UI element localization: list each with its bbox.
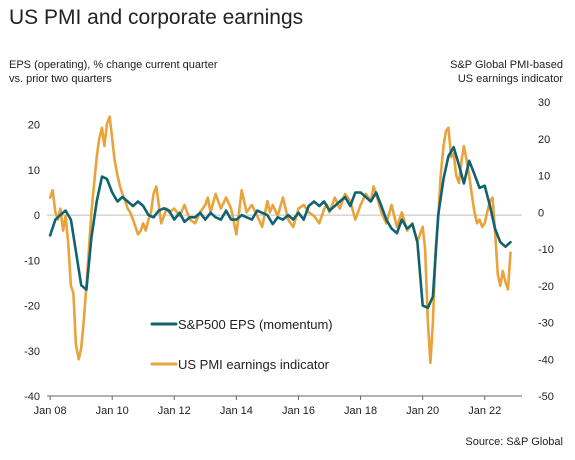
eps-momentum-line [48, 145, 512, 310]
left-tick-label: -30 [24, 346, 40, 358]
x-tick-label: Jan 22 [468, 405, 501, 417]
left-axis-title-line1: EPS (operating), % change current quarte… [9, 59, 218, 71]
x-tick-label: Jan 12 [158, 405, 191, 417]
right-tick-label: -10 [538, 244, 554, 256]
right-tick-label: 0 [538, 207, 544, 219]
right-tick-label: -20 [538, 281, 554, 293]
x-tick-label: Jan 14 [220, 405, 253, 417]
left-tick-label: -10 [24, 255, 40, 267]
left-tick-label: 20 [28, 120, 40, 132]
left-axis-title-line2: vs. prior two quarters [9, 73, 112, 85]
legend-pmi-label: US PMI earnings indicator [178, 357, 330, 372]
right-tick-label: -50 [538, 391, 554, 403]
right-axis-title-line1: S&P Global PMI-based [450, 59, 563, 71]
x-tick-label: Jan 08 [34, 405, 67, 417]
left-tick-label: 0 [34, 210, 40, 222]
x-tick-label: Jan 16 [282, 405, 315, 417]
x-tick-label: Jan 10 [96, 405, 129, 417]
right-tick-label: -30 [538, 318, 554, 330]
right-tick-label: 10 [538, 171, 550, 183]
right-axis-title: S&P Global PMI-based US earnings indicat… [363, 58, 563, 86]
pmi-earnings-line [48, 115, 512, 365]
right-tick-label: -40 [538, 354, 554, 366]
left-tick-label: -40 [24, 391, 40, 403]
x-tick-label: Jan 18 [344, 405, 377, 417]
x-tick-label: Jan 20 [406, 405, 439, 417]
right-axis-title-line2: US earnings indicator [457, 73, 563, 85]
right-tick-label: 30 [538, 97, 550, 109]
left-tick-label: 10 [28, 165, 40, 177]
legend-eps-label: S&P500 EPS (momentum) [178, 317, 333, 332]
source-note: Source: S&P Global [465, 436, 563, 448]
left-tick-label: -20 [24, 301, 40, 313]
chart-title: US PMI and corporate earnings [9, 6, 304, 29]
right-tick-label: 20 [538, 134, 550, 146]
left-axis-title: EPS (operating), % change current quarte… [9, 58, 249, 86]
